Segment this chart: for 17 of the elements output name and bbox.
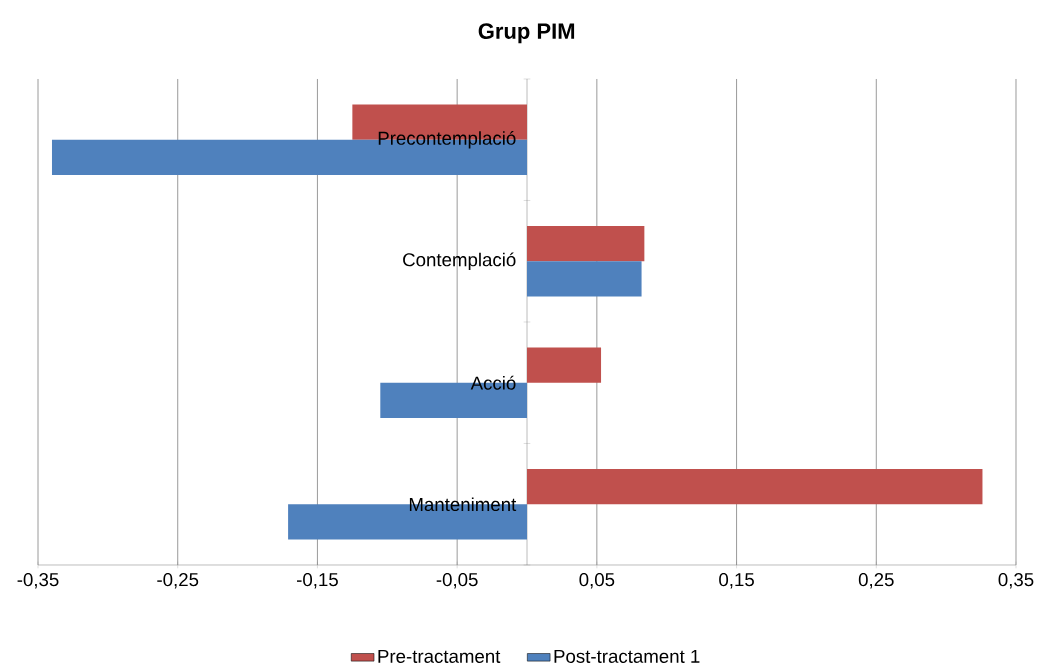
legend-label: Post-tractament 1 (554, 649, 700, 663)
x-tick-label: 0,25 (858, 572, 894, 589)
y-tick-label: Acció (470, 375, 516, 390)
x-tick-label: 0,15 (719, 572, 754, 589)
x-tick-label: 0,35 (998, 572, 1034, 589)
legend-label: Pre-tractament (378, 649, 501, 663)
x-tick-label: -0,25 (157, 572, 199, 589)
bar (527, 261, 642, 297)
y-tick-label: Contemplació (403, 252, 516, 271)
x-tick-label: -0,15 (297, 572, 338, 589)
x-tick-label: -0,05 (436, 572, 478, 589)
bar (527, 468, 983, 505)
bar (527, 347, 602, 383)
chart-title: Grup PIM (478, 23, 575, 44)
x-tick-label: -0,35 (17, 572, 59, 589)
bar (527, 225, 645, 262)
x-tick-label: 0,05 (579, 572, 615, 589)
